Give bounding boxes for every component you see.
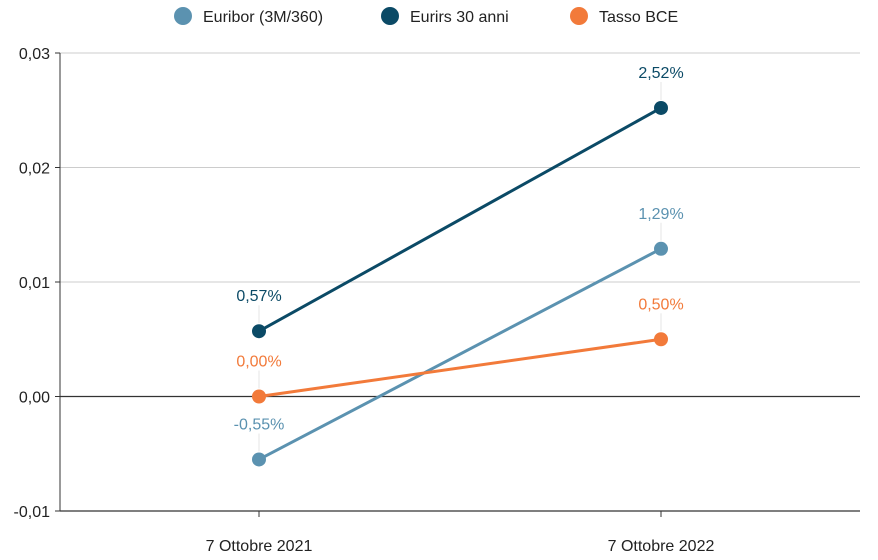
data-label: 2,52%: [638, 65, 683, 82]
y-tick-label: 0,03: [19, 46, 50, 63]
y-tick-label: 0,02: [19, 161, 50, 178]
data-label: 0,00%: [236, 354, 281, 371]
y-tick-label: 0,00: [19, 390, 50, 407]
data-labels: -0,55% 1,29% 0,57% 2,52% 0,00% 0,50%: [234, 65, 684, 452]
series-line: [257, 106, 663, 333]
legend-label: Eurirs 30 anni: [410, 9, 509, 26]
axes: -0,01 0,00 0,01 0,02 0,03 7 Ottobre 2021 7 Ott…: [14, 46, 860, 555]
data-label: 0,57%: [236, 288, 281, 305]
data-point: [654, 241, 668, 256]
x-tick-label: 7 Ottobre 2022: [608, 538, 715, 555]
series-line: [257, 337, 663, 398]
legend-item: Euribor (3M/360): [174, 7, 323, 26]
series-group: [252, 100, 668, 467]
data-label: -0,55%: [234, 416, 285, 433]
data-label: 0,50%: [638, 296, 683, 313]
legend-label: Tasso BCE: [599, 9, 678, 26]
data-point: [654, 332, 668, 347]
data-label: 1,29%: [638, 206, 683, 223]
data-point: [252, 452, 266, 467]
legend-marker: [570, 7, 588, 25]
data-point: [252, 324, 266, 339]
legend-label: Euribor (3M/360): [203, 9, 323, 26]
y-tick-label: -0,01: [14, 504, 51, 521]
legend-item: Eurirs 30 anni: [381, 7, 509, 26]
series-line: [257, 247, 663, 461]
legend: Euribor (3M/360) Eurirs 30 anni Tasso BCE: [174, 7, 678, 26]
legend-item: Tasso BCE: [570, 7, 678, 26]
data-point: [654, 100, 668, 115]
x-tick-label: 7 Ottobre 2021: [206, 538, 313, 555]
legend-marker: [174, 7, 192, 25]
legend-marker: [381, 7, 399, 25]
data-point: [252, 389, 266, 404]
y-tick-label: 0,01: [19, 275, 50, 292]
grid: [60, 52, 860, 512]
